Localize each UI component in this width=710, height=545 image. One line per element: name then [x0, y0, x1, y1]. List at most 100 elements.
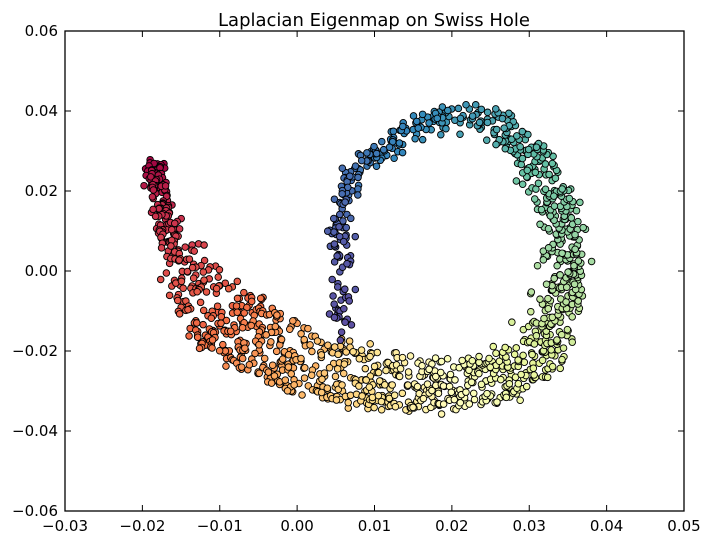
scatter-point: [477, 105, 486, 114]
scatter-point: [540, 314, 548, 323]
scatter-point: [271, 322, 280, 331]
scatter-point: [518, 180, 527, 188]
scatter-point: [529, 364, 538, 373]
scatter-point: [411, 134, 419, 143]
scatter-point: [517, 370, 525, 379]
scatter-point: [564, 268, 572, 276]
scatter-point: [330, 343, 339, 351]
scatter-point: [151, 212, 160, 221]
scatter-point: [215, 266, 224, 274]
scatter-point: [522, 382, 531, 391]
scatter-point: [395, 372, 404, 381]
scatter-point: [267, 338, 275, 346]
x-tick-label: 0.01: [358, 517, 391, 535]
scatter-point: [396, 365, 405, 373]
scatter-point: [217, 319, 225, 327]
scatter-point: [543, 373, 552, 382]
scatter-point: [550, 274, 558, 283]
scatter-point: [341, 285, 349, 293]
scatter-point: [330, 214, 338, 223]
scatter-point: [156, 275, 165, 284]
scatter-point: [438, 103, 447, 111]
scatter-point: [175, 225, 184, 233]
scatter-point: [300, 374, 309, 382]
scatter-point: [177, 277, 186, 286]
scatter-point: [330, 240, 339, 248]
scatter-point: [232, 302, 241, 310]
scatter-point: [256, 294, 265, 303]
scatter-point: [341, 318, 349, 326]
scatter-point: [233, 294, 242, 303]
scatter-point: [281, 376, 290, 384]
scatter-point: [262, 331, 270, 339]
scatter-point: [425, 365, 433, 374]
scatter-point: [492, 349, 500, 358]
scatter-point: [162, 269, 171, 277]
scatter-point: [351, 285, 360, 294]
scatter-point: [528, 350, 536, 359]
scatter-point: [285, 325, 294, 333]
scatter-point: [468, 356, 477, 365]
scatter-point: [306, 341, 314, 349]
scatter-point: [245, 361, 254, 369]
scatter-point: [512, 177, 521, 185]
scatter-point: [390, 154, 398, 162]
scatter-point: [184, 305, 192, 314]
scatter-point: [432, 372, 440, 381]
scatter-point: [501, 144, 509, 153]
scatter-point: [530, 195, 539, 203]
scatter-point: [558, 249, 566, 258]
scatter-point: [469, 389, 478, 398]
scatter-point: [278, 355, 287, 363]
scatter-point: [495, 357, 504, 366]
scatter-point: [551, 174, 560, 182]
scatter-point: [148, 193, 157, 201]
scatter-point: [544, 225, 553, 233]
scatter-point: [267, 379, 276, 387]
scatter-point: [304, 324, 312, 333]
scatter-point: [404, 381, 412, 389]
scatter-point: [189, 274, 198, 282]
scatter-point: [414, 124, 422, 132]
scatter-point: [200, 276, 208, 284]
scatter-point: [579, 223, 587, 232]
scatter-point: [517, 160, 526, 169]
scatter-point: [477, 380, 486, 389]
scatter-point: [558, 355, 566, 364]
scatter-point: [550, 202, 559, 210]
scatter-point: [337, 328, 346, 336]
scatter-point: [475, 118, 484, 127]
scatter-point: [434, 389, 443, 398]
x-tick-label: 0.00: [280, 517, 313, 535]
scatter-point: [255, 341, 263, 349]
scatter-point: [171, 219, 179, 228]
scatter-point: [389, 127, 398, 136]
scatter-point: [325, 310, 334, 318]
scatter-point: [454, 104, 463, 113]
scatter-point: [530, 340, 539, 348]
scatter-point: [354, 173, 362, 182]
scatter-point: [428, 386, 436, 395]
y-tick-label: 0.04: [25, 102, 58, 120]
scatter-point: [409, 403, 417, 412]
scatter-point: [516, 142, 524, 151]
scatter-point: [323, 227, 332, 235]
scatter-point: [439, 400, 448, 408]
scatter-point: [334, 350, 342, 359]
scatter-point: [475, 369, 483, 378]
scatter-point: [493, 398, 501, 406]
scatter-point: [289, 317, 297, 325]
scatter-point: [450, 395, 459, 404]
scatter-point: [297, 354, 305, 363]
scatter-point: [372, 149, 381, 158]
data-points: [140, 100, 596, 418]
scatter-point: [333, 365, 342, 373]
scatter-point: [233, 308, 242, 316]
scatter-point: [347, 214, 355, 223]
scatter-point: [524, 145, 533, 154]
scatter-point: [409, 112, 418, 120]
scatter-point: [497, 375, 505, 384]
scatter-point: [442, 124, 450, 133]
scatter-point: [562, 283, 571, 291]
